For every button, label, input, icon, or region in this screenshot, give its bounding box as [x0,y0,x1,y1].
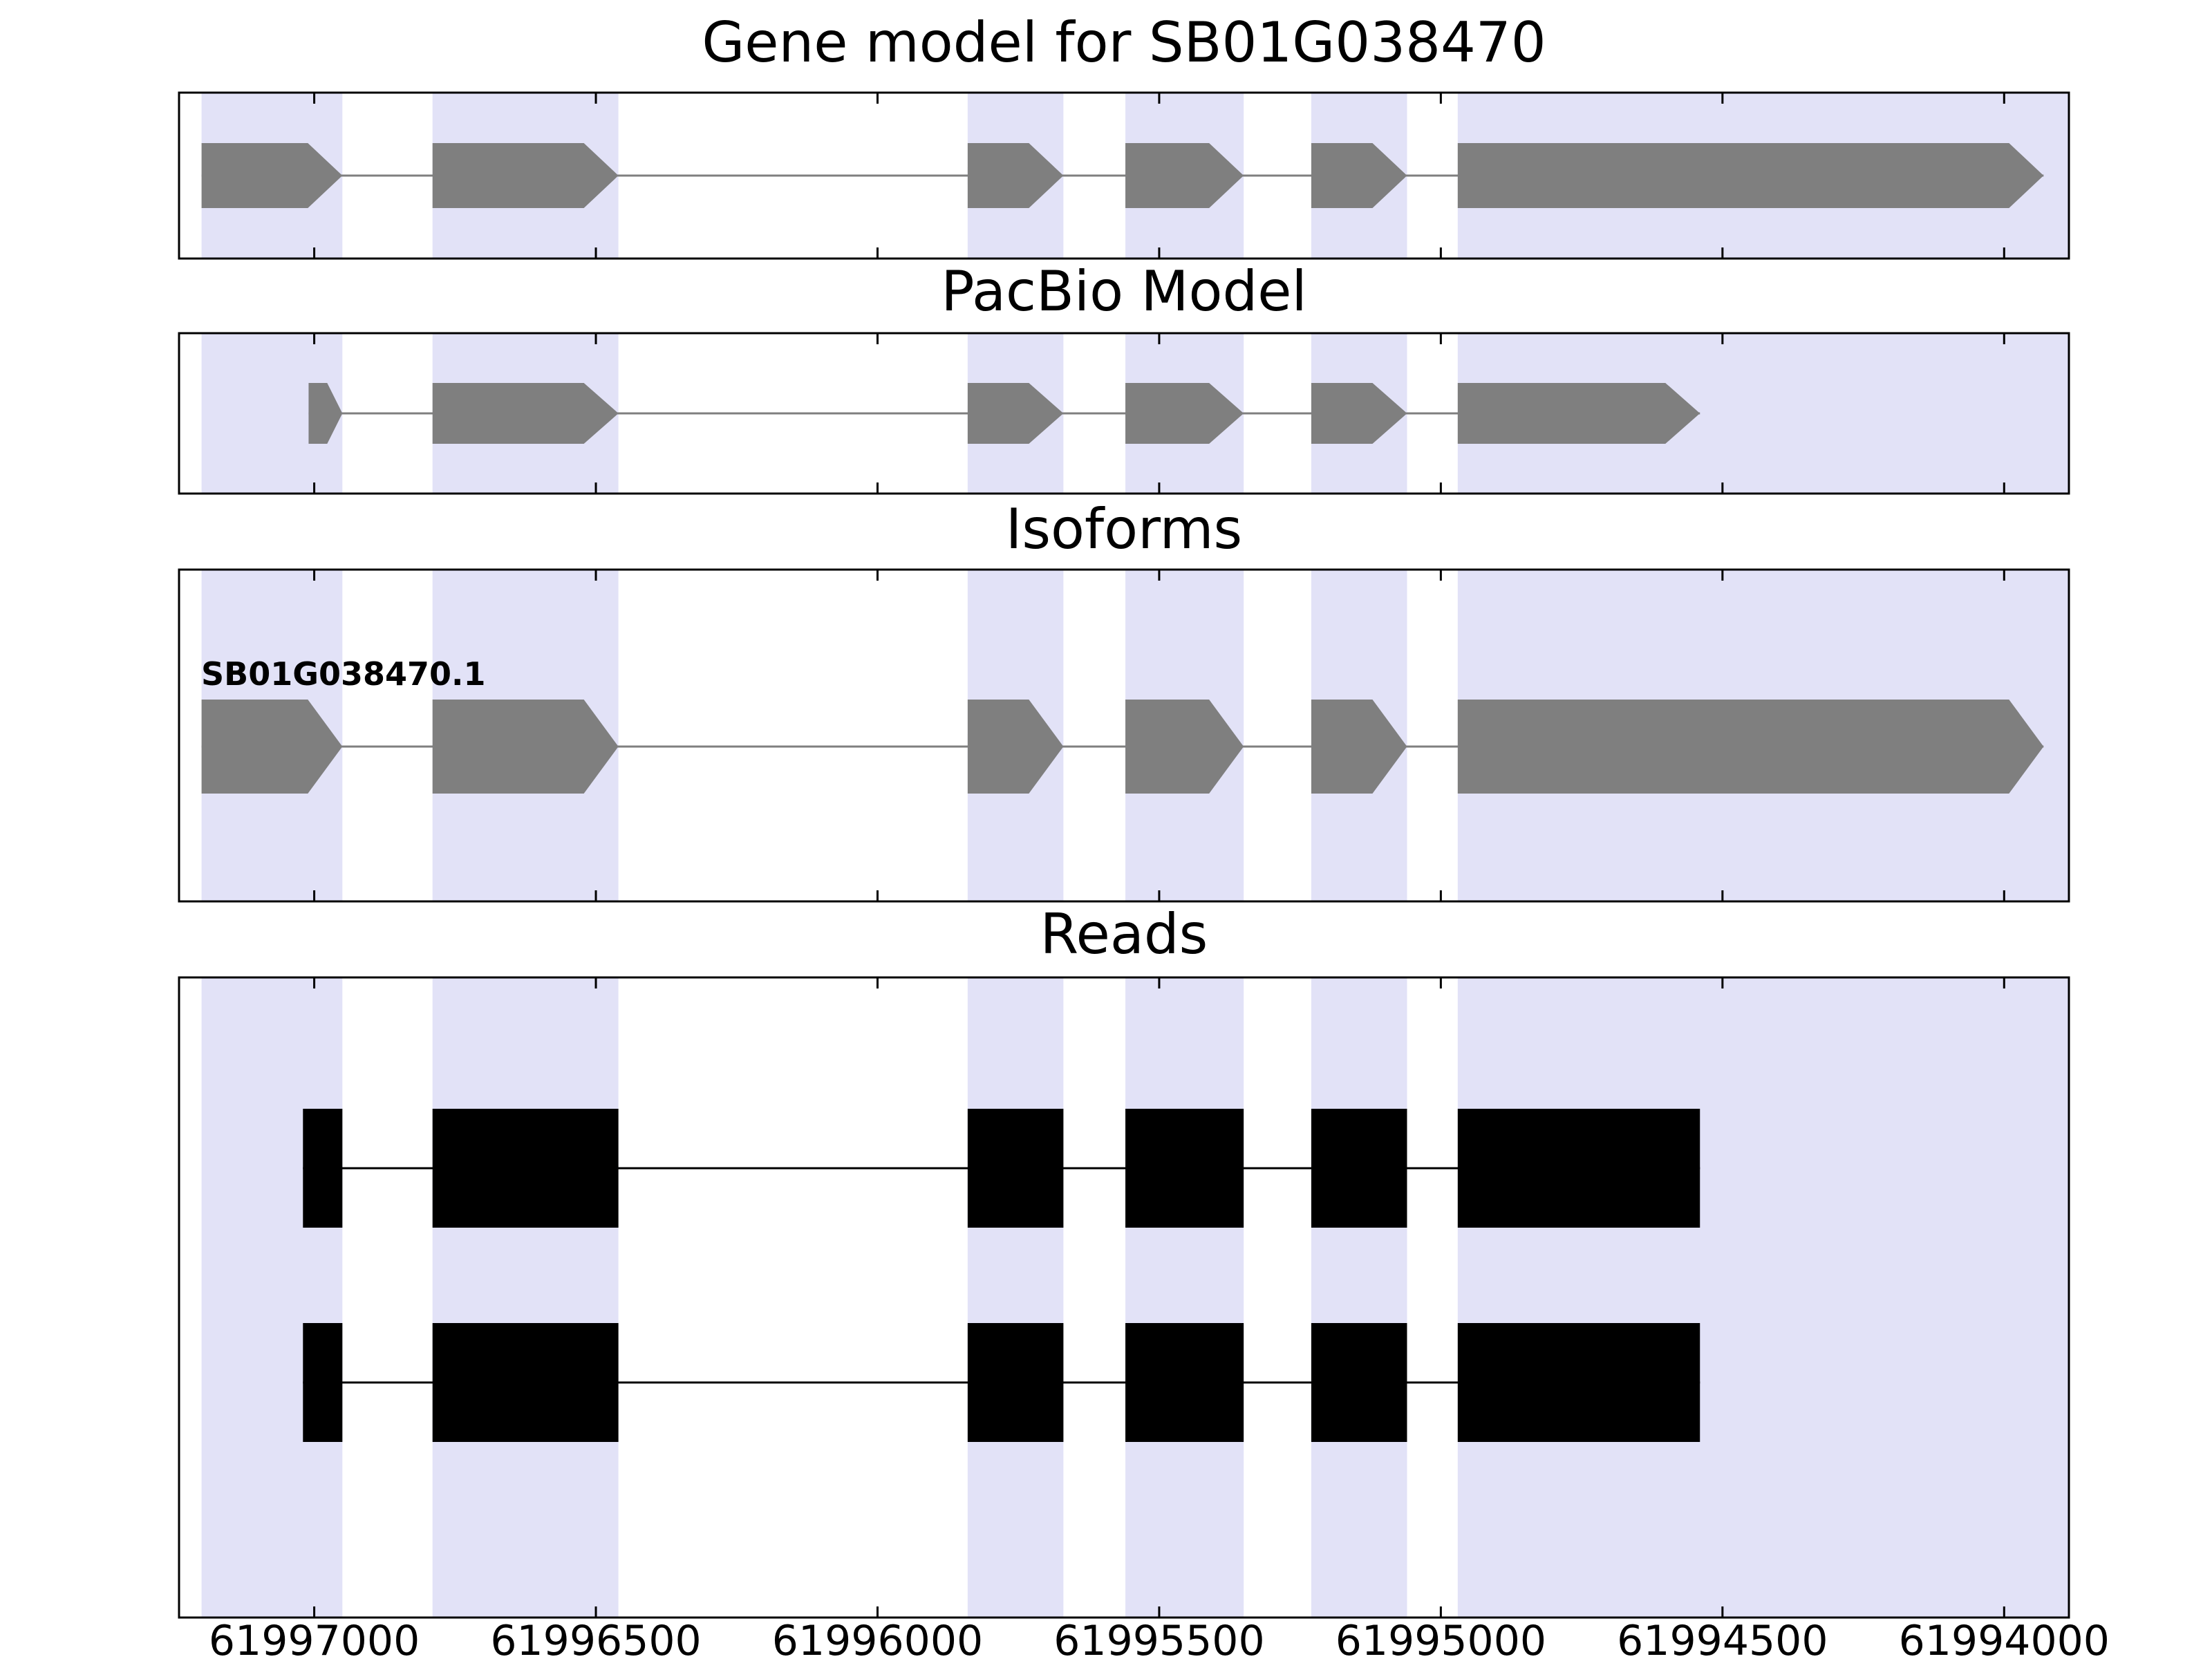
exon-highlight-band [967,977,1064,1618]
x-tick-label: 61996000 [772,1617,983,1659]
exon-glyph [1125,700,1244,794]
panel-title-reads: Reads [1040,902,1208,966]
exon-block [1457,1323,1700,1442]
panel-title-gene-model: Gene model for SB01G038470 [702,10,1546,75]
exon-glyph [201,700,343,794]
exon-glyph [1457,143,2044,208]
x-tick-label: 61995500 [1053,1617,1264,1659]
exon-glyph [432,383,619,444]
panel-2 [178,332,2070,495]
exon-glyph [1457,700,2044,794]
exon-glyph [967,700,1064,794]
exon-glyph [432,700,619,794]
exon-block [303,1109,343,1228]
x-tick-label: 61994000 [1899,1617,2110,1659]
exon-glyph [1311,143,1407,208]
exon-highlight-band [1457,977,2069,1618]
exon-highlight-band [1125,977,1244,1618]
exon-glyph [201,143,343,208]
exon-block [432,1323,619,1442]
exon-highlight-band [1311,977,1407,1618]
x-tick-label: 61997000 [209,1617,420,1659]
x-tick-label: 61995000 [1335,1617,1546,1659]
panel-3 [178,568,2070,903]
isoform-label: SB01G038470.1 [201,655,486,693]
panel-1 [178,91,2070,260]
panel-border [178,91,2070,260]
exon-glyph [1125,143,1244,208]
panel-border [178,568,2070,903]
panel-title-pacbio-model: PacBio Model [941,259,1307,324]
exon-block [967,1109,1064,1228]
exon-glyph [967,143,1064,208]
exon-block [303,1323,343,1442]
exon-block [1311,1323,1407,1442]
exon-block [432,1109,619,1228]
exon-glyph [432,143,619,208]
exon-glyph [1311,383,1407,444]
exon-block [1125,1109,1244,1228]
panel-border [178,976,2070,1619]
exon-block [1311,1109,1407,1228]
exon-block [1457,1109,1700,1228]
panel-border [178,332,2070,495]
exon-glyph [967,383,1064,444]
exon-highlight-band [432,977,619,1618]
x-tick-label: 61996500 [490,1617,701,1659]
exon-glyph [1457,383,1700,444]
exon-highlight-band [201,977,343,1618]
exon-glyph [1311,700,1407,794]
x-tick-label: 61994500 [1617,1617,1828,1659]
exon-glyph [308,383,343,444]
exon-glyph [1125,383,1244,444]
panel-4 [178,976,2070,1619]
panel-title-isoforms: Isoforms [1005,497,1243,561]
exon-block [967,1323,1064,1442]
exon-block [1125,1323,1244,1442]
